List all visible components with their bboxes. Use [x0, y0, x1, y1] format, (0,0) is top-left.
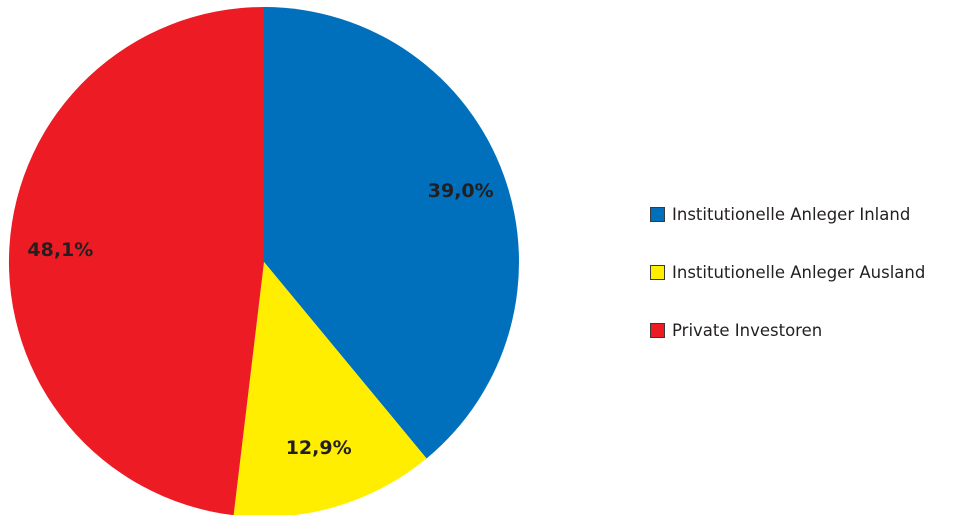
pie-slice-inland [264, 7, 519, 459]
slice-label-private: 48,1% [27, 239, 93, 261]
legend-swatch-inland [650, 206, 665, 222]
legend-label-private: Private Investoren [672, 320, 823, 340]
legend-swatch-private [650, 322, 665, 338]
legend: Institutionelle Anleger Inland Instituti… [650, 202, 978, 376]
legend-item-inland: Institutionelle Anleger Inland [650, 202, 978, 226]
legend-item-ausland: Institutionelle Anleger Ausland [650, 260, 978, 284]
legend-swatch-ausland [650, 264, 665, 280]
legend-item-private: Private Investoren [650, 318, 978, 342]
pie-slice-ausland [233, 262, 427, 515]
legend-label-inland: Institutionelle Anleger Inland [672, 204, 911, 224]
slice-label-inland: 39,0% [428, 180, 494, 202]
slice-label-ausland: 12,9% [286, 437, 352, 459]
pie-slice-private [8, 7, 264, 515]
legend-label-ausland: Institutionelle Anleger Ausland [672, 262, 926, 282]
